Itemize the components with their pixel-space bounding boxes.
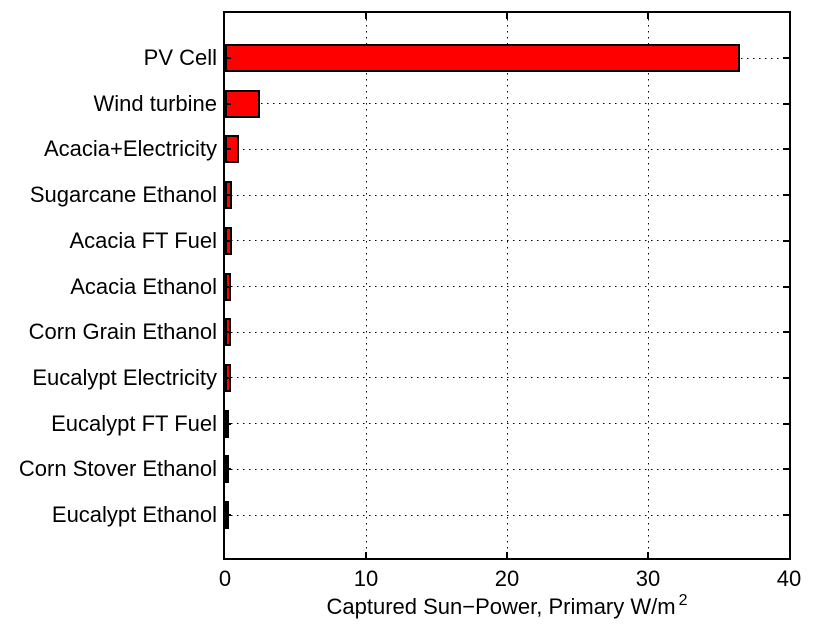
y-gridline bbox=[225, 103, 789, 105]
y-gridline bbox=[225, 286, 789, 287]
y-tick-right bbox=[783, 194, 789, 197]
y-gridline bbox=[225, 148, 789, 150]
y-tick-left bbox=[225, 285, 231, 288]
y-tick-right bbox=[783, 148, 789, 151]
x-tick-label: 30 bbox=[635, 566, 661, 591]
y-gridline bbox=[225, 240, 789, 242]
y-tick-right bbox=[783, 468, 789, 471]
x-axis-title-superscript: 2 bbox=[678, 592, 688, 609]
x-tick-label: 0 bbox=[218, 566, 232, 591]
x-gridline bbox=[647, 13, 649, 558]
y-gridline bbox=[225, 377, 789, 379]
x-tick-bottom bbox=[647, 552, 649, 558]
y-tick-right bbox=[783, 57, 789, 59]
y-gridline bbox=[225, 331, 789, 333]
y-tick-right bbox=[783, 422, 789, 425]
category-label: Eucalypt FT Fuel bbox=[51, 410, 217, 436]
y-gridline bbox=[225, 423, 789, 425]
y-gridline bbox=[225, 194, 789, 196]
category-label: Eucalypt Electricity bbox=[32, 364, 217, 390]
category-label: Acacia+Electricity bbox=[43, 136, 217, 162]
x-tick-bottom bbox=[365, 552, 367, 558]
x-axis-title: Captured Sun−Power, Primary W/m 2 bbox=[223, 592, 791, 620]
category-label: PV Cell bbox=[143, 45, 217, 70]
y-tick-left bbox=[225, 468, 231, 471]
y-tick-left bbox=[225, 239, 231, 242]
y-tick-right bbox=[783, 376, 789, 379]
bar-pv-cell bbox=[225, 44, 740, 72]
y-tick-left bbox=[225, 57, 231, 59]
x-tick-bottom bbox=[506, 552, 508, 558]
category-label: Acacia Ethanol bbox=[70, 273, 217, 299]
category-label: Corn Grain Ethanol bbox=[28, 319, 217, 345]
y-tick-left bbox=[225, 376, 231, 379]
y-tick-left bbox=[225, 331, 231, 334]
category-label: Acacia FT Fuel bbox=[69, 227, 217, 253]
y-tick-right bbox=[783, 102, 789, 105]
y-tick-left bbox=[225, 194, 231, 197]
y-gridline bbox=[225, 468, 789, 470]
x-tick-label: 40 bbox=[776, 566, 802, 591]
x-axis-title-text: Captured Sun−Power, Primary W/m bbox=[326, 594, 676, 619]
x-tick-top bbox=[365, 13, 367, 19]
category-label: Wind turbine bbox=[93, 90, 217, 116]
category-label: Eucalypt Ethanol bbox=[51, 502, 217, 527]
x-tick-top bbox=[506, 13, 508, 19]
x-gridline bbox=[365, 13, 367, 558]
plot-area bbox=[223, 11, 791, 560]
y-tick-left bbox=[225, 102, 231, 105]
y-tick-right bbox=[783, 331, 789, 334]
x-tick-label: 20 bbox=[494, 566, 520, 591]
category-label: Sugarcane Ethanol bbox=[29, 182, 217, 208]
y-tick-left bbox=[225, 422, 231, 425]
y-tick-right bbox=[783, 239, 789, 242]
x-gridline bbox=[506, 13, 508, 558]
y-tick-right bbox=[783, 514, 789, 516]
y-gridline bbox=[225, 514, 789, 516]
x-tick-label: 10 bbox=[353, 566, 379, 591]
y-tick-left bbox=[225, 148, 231, 151]
category-label: Corn Stover Ethanol bbox=[18, 456, 217, 482]
x-tick-top bbox=[647, 13, 649, 19]
y-tick-right bbox=[783, 285, 789, 288]
y-tick-left bbox=[225, 514, 231, 516]
